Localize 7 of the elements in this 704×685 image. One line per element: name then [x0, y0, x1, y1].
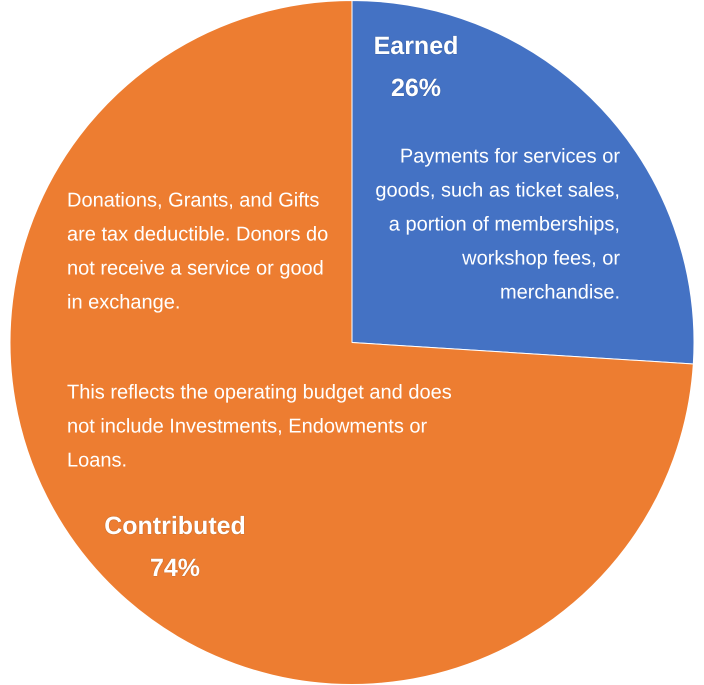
- slice-label: Contributed: [104, 512, 246, 540]
- data-label: 74%: [150, 554, 200, 582]
- data-label: 26%: [390, 74, 442, 102]
- text: Payments for services or goods, such as ticket sales, a portion of memberships, workshop fees, or merchandise.: [375, 146, 620, 304]
- slice-label: Earned: [374, 32, 458, 60]
- text: Donations, Grants, and Gifts are tax deductible. Donors do not receive a service or good in exchange.: [67, 190, 328, 314]
- text: This reflects the operating budget and does not include Investments, Endowments or Loans.: [67, 382, 452, 472]
